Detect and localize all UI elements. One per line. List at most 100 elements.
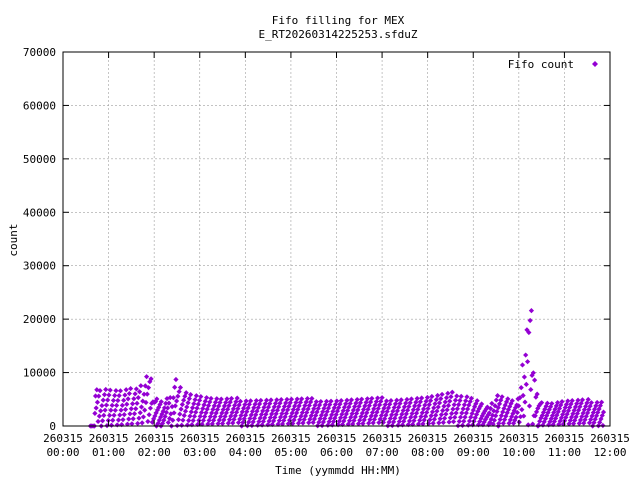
data-point: [179, 401, 185, 408]
data-point: [332, 401, 339, 408]
data-point: [426, 402, 432, 408]
data-point: [101, 391, 108, 398]
data-point: [457, 414, 464, 420]
x-tick-label-time: 10:00: [502, 446, 535, 459]
data-point: [228, 395, 235, 402]
data-point: [237, 416, 243, 422]
data-point: [430, 420, 436, 426]
data-point: [521, 413, 527, 419]
data-point: [117, 388, 124, 394]
data-point: [513, 414, 519, 420]
data-point: [598, 416, 604, 422]
data-point: [320, 419, 326, 425]
data-point: [144, 391, 150, 397]
data-point: [454, 393, 460, 399]
data-point: [203, 395, 210, 401]
data-point: [585, 396, 591, 403]
data-point: [169, 404, 175, 410]
data-point: [140, 414, 147, 420]
data-point: [145, 418, 151, 425]
data-point: [554, 412, 560, 418]
data-point: [322, 415, 328, 422]
data-point: [370, 420, 376, 426]
data-point: [216, 403, 222, 409]
data-point: [114, 402, 120, 408]
data-point: [360, 420, 366, 427]
x-tick-label-time: 11:00: [548, 446, 581, 459]
data-point: [500, 420, 506, 426]
data-point: [461, 402, 468, 408]
data-point: [464, 394, 470, 400]
data-point: [224, 396, 230, 402]
data-point: [458, 393, 464, 399]
data-point: [318, 398, 324, 405]
data-point: [408, 396, 415, 402]
data-point: [594, 399, 600, 406]
data-point: [563, 414, 569, 421]
data-point: [196, 397, 203, 403]
data-point: [229, 409, 235, 416]
data-point: [274, 407, 281, 413]
data-point: [186, 395, 192, 402]
data-point: [532, 413, 538, 419]
data-point: [248, 412, 254, 418]
data-point: [377, 416, 383, 422]
data-point: [541, 419, 547, 425]
data-point: [442, 415, 448, 421]
data-point: [201, 402, 207, 408]
data-point: [438, 412, 445, 418]
data-point: [383, 412, 389, 418]
data-point: [545, 410, 551, 416]
data-point: [95, 418, 101, 425]
data-point: [203, 410, 209, 416]
x-tick-label-time: 05:00: [274, 446, 307, 459]
data-point: [507, 403, 513, 410]
y-tick-label: 0: [49, 420, 56, 433]
data-point: [558, 415, 565, 421]
data-point: [326, 419, 332, 425]
data-point: [264, 408, 270, 414]
data-point: [328, 398, 334, 404]
data-point: [132, 391, 138, 397]
data-point: [538, 415, 544, 421]
data-point: [521, 374, 527, 380]
x-tick-label-time: 08:00: [411, 446, 444, 459]
data-point: [438, 396, 444, 402]
data-point: [135, 420, 141, 427]
data-point: [519, 362, 526, 368]
data-point: [362, 403, 368, 409]
data-point: [559, 398, 565, 405]
data-point: [333, 412, 339, 418]
data-point: [551, 409, 557, 416]
data-point: [189, 422, 195, 428]
data-point: [298, 413, 304, 419]
data-point: [142, 407, 148, 413]
data-point: [179, 422, 185, 428]
data-point: [597, 419, 603, 425]
legend-label: Fifo count: [508, 58, 574, 71]
data-point: [454, 406, 460, 412]
data-point: [373, 399, 379, 405]
data-point: [103, 386, 109, 393]
data-point: [303, 399, 309, 405]
data-point: [372, 402, 378, 408]
data-point: [183, 390, 189, 396]
data-point: [466, 418, 473, 424]
data-point: [323, 412, 329, 418]
data-point: [510, 420, 517, 426]
data-point: [551, 418, 557, 425]
data-point: [392, 401, 399, 407]
data-point: [110, 397, 117, 404]
data-point: [204, 406, 210, 412]
data-point: [431, 405, 437, 411]
data-point: [520, 392, 526, 399]
data-point: [445, 390, 451, 396]
data-point: [93, 405, 99, 411]
data-point: [205, 421, 211, 427]
data-point: [304, 396, 311, 402]
data-point: [487, 405, 494, 412]
data-point: [143, 399, 149, 406]
data-point: [245, 405, 251, 411]
data-point: [429, 409, 436, 415]
data-point: [242, 412, 249, 418]
